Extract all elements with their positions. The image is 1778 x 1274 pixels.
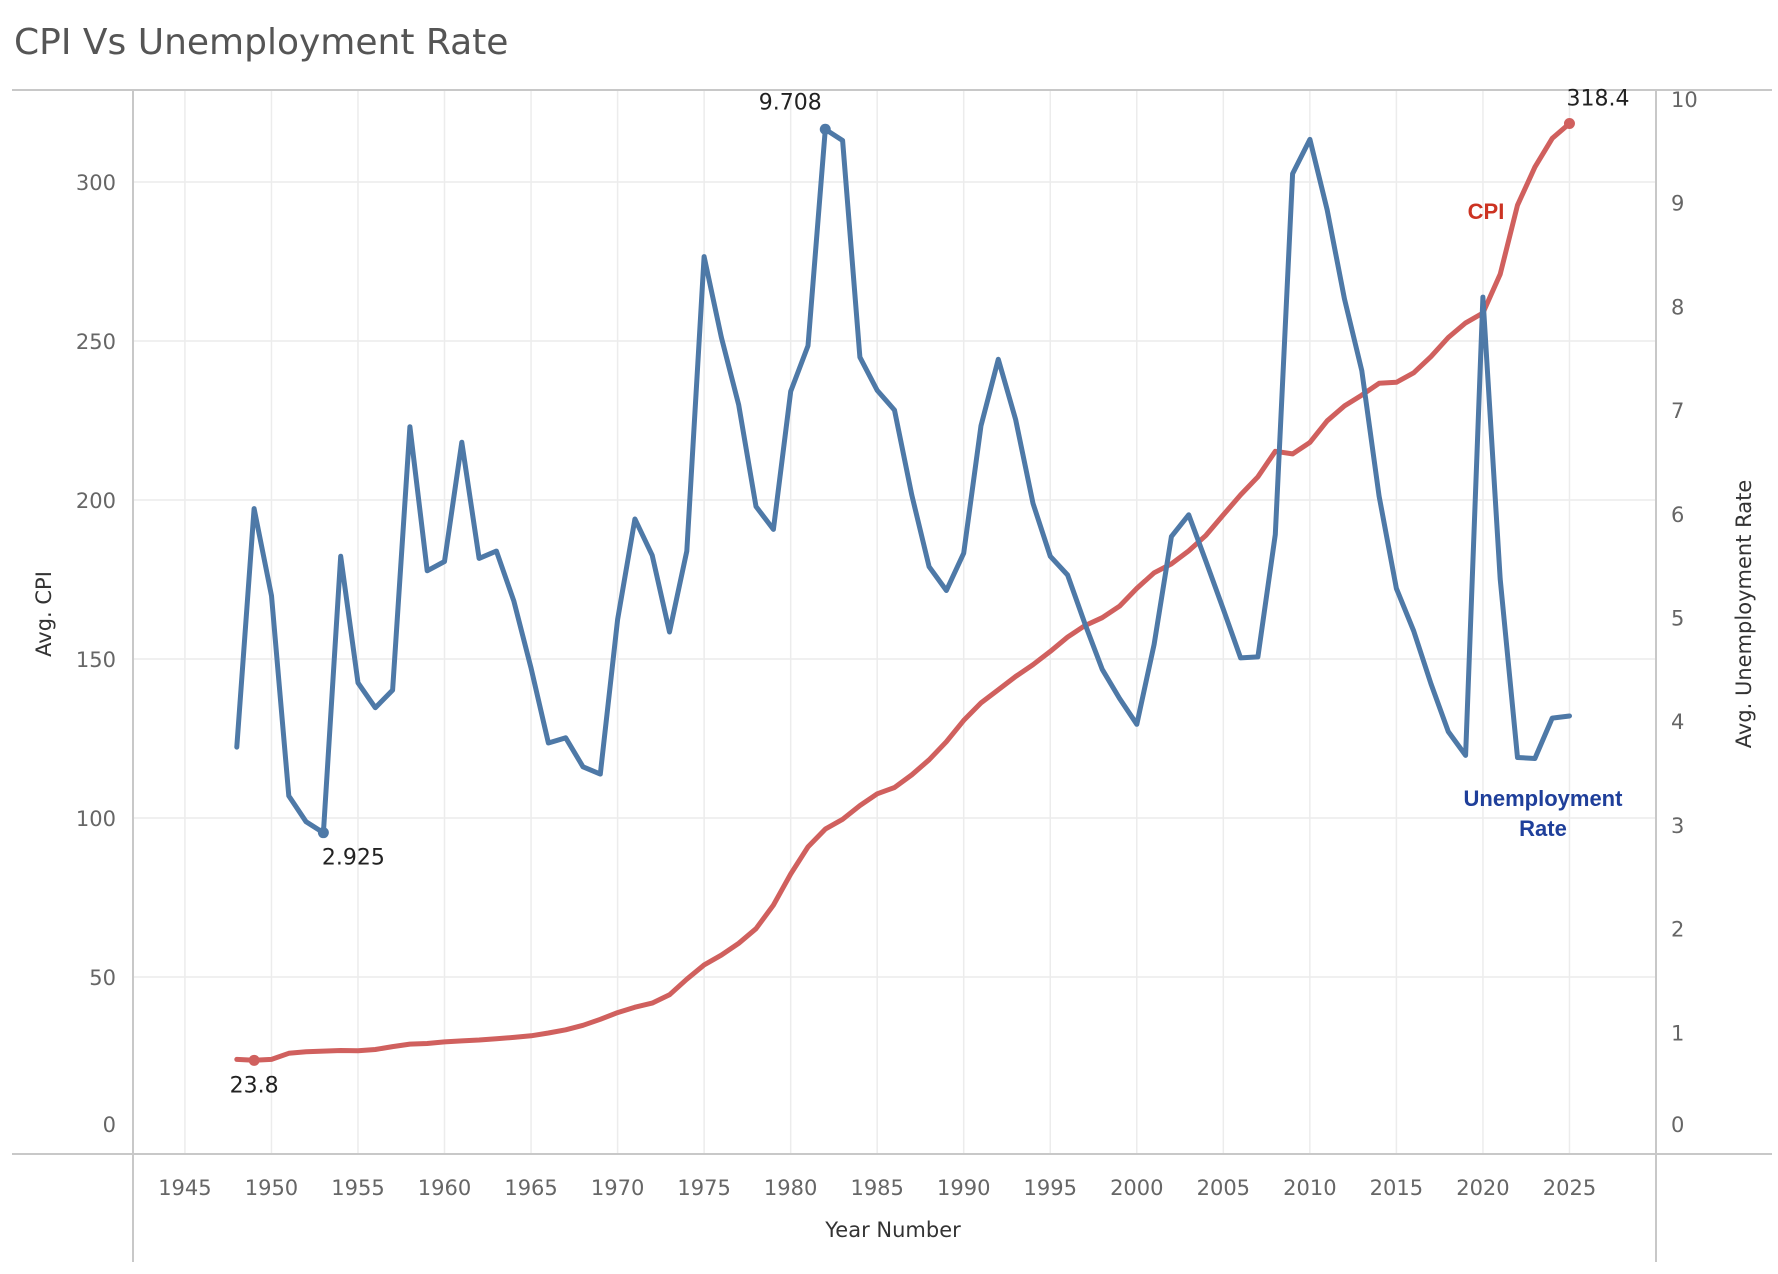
left-axis-title: Avg. CPI [32,571,56,657]
x-tick-label: 1970 [591,1176,644,1200]
cpi-series-label: CPI [1468,199,1505,224]
unemployment-series-label-line2: Rate [1519,816,1567,841]
x-tick-label: 1955 [331,1176,384,1200]
right-tick-label: 2 [1671,918,1684,942]
right-tick-label: 6 [1671,503,1684,527]
left-tick-label: 250 [76,330,116,354]
x-tick-label: 1980 [764,1176,817,1200]
data-label: 2.925 [322,846,385,871]
x-axis-title: Year Number [824,1218,961,1242]
x-tick-label: 1995 [1024,1176,1077,1200]
right-tick-label: 10 [1671,88,1698,112]
right-tick-label: 3 [1671,814,1684,838]
x-tick-label: 1975 [677,1176,730,1200]
x-tick-label: 1985 [850,1176,903,1200]
data-label: 318.4 [1566,86,1629,111]
series-lines [234,121,1572,1063]
x-axis-ticks: 1945 1950 1955 1960 1965 1970 1975 1980 1985 1990… [158,1176,1596,1200]
right-tick-label: 5 [1671,607,1684,631]
cpi-marker [248,1054,260,1066]
right-tick-label: 1 [1671,1021,1684,1045]
x-tick-label: 2025 [1543,1176,1596,1200]
x-tick-label: 1965 [504,1176,557,1200]
unemployment-marker [819,123,831,135]
left-tick-label: 200 [76,489,116,513]
unemployment-series-label-line1: Unemployment [1464,786,1624,811]
right-axis-title: Avg. Unemployment Rate [1732,480,1756,749]
unemployment-marker [317,827,329,839]
right-tick-label: 4 [1671,710,1684,734]
x-tick-label: 1990 [937,1176,990,1200]
x-tick-label: 1960 [418,1176,471,1200]
x-tick-label: 2015 [1370,1176,1423,1200]
left-axis-ticks: 0 50 100 150 200 250 300 [76,171,116,1137]
data-label: 23.8 [230,1073,279,1098]
x-tick-label: 1945 [158,1176,211,1200]
right-tick-label: 9 [1671,192,1684,216]
left-tick-label: 300 [76,171,116,195]
annotations: 318.4 23.8 9.708 2.925 [230,86,1630,1098]
x-tick-label: 2020 [1456,1176,1509,1200]
left-tick-label: 100 [76,807,116,831]
x-tick-label: 2010 [1283,1176,1336,1200]
left-tick-label: 0 [103,1113,116,1137]
left-tick-label: 50 [89,966,116,990]
chart-title: CPI Vs Unemployment Rate [14,22,509,63]
right-tick-label: 7 [1671,399,1684,423]
axis-frame [12,89,1772,1262]
unemployment-line [234,126,1572,836]
x-tick-label: 2000 [1110,1176,1163,1200]
right-tick-label: 8 [1671,295,1684,319]
x-tick-label: 2005 [1197,1176,1250,1200]
left-tick-label: 150 [76,648,116,672]
right-axis-ticks: 0 1 2 3 4 5 6 7 8 9 10 [1671,88,1698,1137]
cpi-line [234,121,1572,1063]
gridlines [133,90,1656,1154]
cpi-marker [1563,117,1575,129]
x-tick-label: 1950 [245,1176,298,1200]
right-tick-label: 0 [1671,1113,1684,1137]
data-label: 9.708 [759,90,822,115]
